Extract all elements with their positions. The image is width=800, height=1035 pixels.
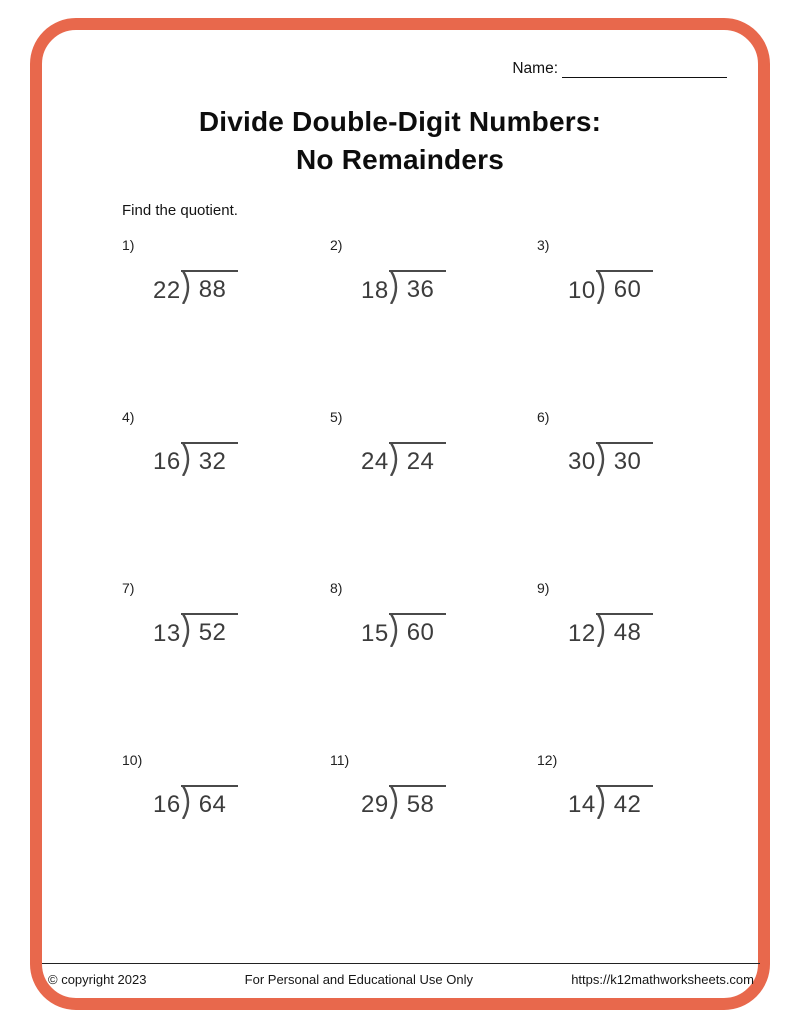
problem-cell-7: 7) 13 52 — [122, 580, 330, 752]
division-expression: 18 36 — [361, 270, 447, 305]
division-divisor: 12 — [568, 619, 596, 647]
division-bracket-icon — [181, 271, 189, 304]
division-bracket-icon — [596, 442, 604, 476]
decorative-border-frame — [30, 18, 770, 1010]
division-radical: 30 — [595, 441, 654, 476]
name-row: Name: — [512, 60, 727, 78]
division-bracket-icon — [389, 614, 397, 647]
problem-number: 10) — [122, 751, 143, 768]
division-divisor: 24 — [361, 448, 389, 475]
division-expression: 12 48 — [568, 613, 654, 648]
problem-cell-8: 8) 15 60 — [330, 580, 537, 752]
division-dividend: 32 — [198, 447, 227, 475]
division-expression: 29 58 — [361, 784, 447, 820]
division-bracket-icon — [181, 442, 189, 476]
division-expression: 16 64 — [153, 784, 239, 820]
footer-website-link[interactable]: https://k12mathworksheets.com — [571, 972, 754, 987]
division-radical: 32 — [180, 441, 239, 476]
problem-cell-1: 1) 22 88 — [122, 237, 330, 409]
division-bracket-icon — [181, 785, 189, 819]
division-expression: 16 32 — [153, 441, 239, 477]
division-dividend: 42 — [613, 790, 642, 818]
division-divisor: 16 — [153, 791, 181, 818]
division-radical: 42 — [595, 784, 654, 819]
division-dividend: 60 — [406, 619, 435, 646]
division-bracket-icon — [596, 614, 604, 647]
division-divisor: 16 — [153, 448, 181, 475]
division-divisor: 22 — [153, 276, 181, 304]
footer-copyright: © copyright 2023 — [48, 972, 147, 987]
division-divisor: 30 — [568, 448, 596, 475]
division-bracket-icon — [389, 442, 397, 476]
name-label: Name: — [512, 60, 558, 77]
division-divisor: 10 — [568, 276, 596, 304]
problem-number: 12) — [537, 751, 558, 768]
division-radical: 48 — [595, 613, 654, 647]
page-title-line1: Divide Double-Digit Numbers: — [198, 106, 602, 137]
division-expression: 22 88 — [153, 270, 239, 305]
problem-cell-11: 11) 29 58 — [330, 752, 537, 924]
division-dividend: 30 — [613, 447, 642, 475]
problem-number: 7) — [122, 580, 135, 596]
division-radical: 24 — [388, 441, 447, 476]
division-expression: 13 52 — [153, 613, 239, 648]
division-bracket-icon — [596, 271, 604, 304]
problem-number: 11) — [330, 751, 350, 768]
problem-cell-10: 10) 16 64 — [122, 752, 330, 924]
footer-usage-note: For Personal and Educational Use Only — [244, 972, 474, 987]
division-expression: 15 60 — [361, 613, 447, 648]
division-divisor: 13 — [153, 619, 181, 647]
footer-divider — [42, 963, 760, 964]
problem-number: 9) — [537, 580, 550, 596]
division-divisor: 14 — [568, 791, 596, 818]
division-dividend: 24 — [406, 447, 435, 475]
division-bracket-icon — [596, 785, 604, 819]
division-divisor: 18 — [361, 276, 389, 304]
division-divisor: 29 — [361, 791, 389, 818]
division-expression: 24 24 — [361, 441, 447, 477]
division-dividend: 48 — [613, 619, 642, 646]
problems-grid: 1) 22 88 2) 18 36 3) 10 — [122, 237, 744, 923]
division-radical: 88 — [180, 270, 239, 304]
page-title-line2: No Remainders — [296, 144, 504, 175]
problem-number: 5) — [330, 408, 343, 425]
problem-cell-3: 3) 10 60 — [537, 237, 744, 409]
name-blank-line — [562, 60, 727, 78]
division-radical: 60 — [388, 613, 447, 647]
division-dividend: 88 — [198, 276, 227, 303]
division-bracket-icon — [389, 785, 397, 819]
problem-number: 3) — [537, 237, 550, 253]
division-divisor: 15 — [361, 619, 389, 647]
division-bracket-icon — [389, 271, 397, 304]
problem-cell-12: 12) 14 42 — [537, 752, 744, 924]
division-dividend: 64 — [198, 790, 227, 818]
division-radical: 64 — [180, 784, 239, 819]
division-expression: 30 30 — [568, 441, 654, 477]
division-radical: 60 — [595, 270, 654, 304]
problem-cell-4: 4) 16 32 — [122, 409, 330, 581]
division-radical: 36 — [388, 270, 447, 304]
footer: © copyright 2023 For Personal and Educat… — [48, 972, 754, 987]
problem-cell-9: 9) 12 48 — [537, 580, 744, 752]
problem-number: 6) — [537, 408, 550, 425]
problem-cell-6: 6) 30 30 — [537, 409, 744, 581]
problem-number: 4) — [122, 408, 135, 425]
division-expression: 10 60 — [568, 270, 654, 305]
division-dividend: 60 — [613, 276, 642, 303]
division-bracket-icon — [181, 614, 189, 647]
problem-number: 1) — [122, 237, 135, 253]
division-radical: 58 — [388, 784, 447, 819]
problem-number: 8) — [330, 580, 343, 596]
division-dividend: 36 — [406, 276, 435, 303]
division-dividend: 58 — [406, 790, 435, 818]
division-expression: 14 42 — [568, 784, 654, 820]
problem-number: 2) — [330, 237, 343, 253]
problem-cell-5: 5) 24 24 — [330, 409, 537, 581]
division-dividend: 52 — [198, 619, 227, 646]
page-title: Divide Double-Digit Numbers: No Remainde… — [0, 103, 800, 179]
instruction-text: Find the quotient. — [122, 202, 238, 219]
problem-cell-2: 2) 18 36 — [330, 237, 537, 409]
division-radical: 52 — [180, 613, 239, 647]
